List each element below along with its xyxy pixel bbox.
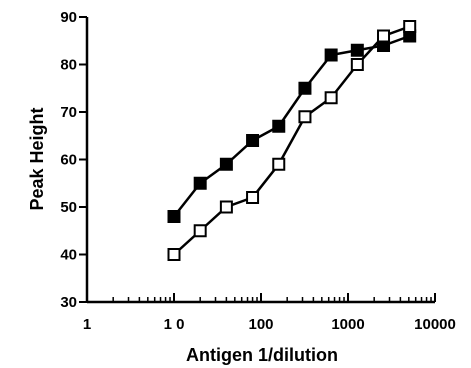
y-tick-label: 40 — [60, 247, 77, 264]
data-point — [272, 157, 286, 171]
x-tick-label: 10000 — [414, 316, 456, 333]
data-point — [350, 43, 364, 57]
data-point — [350, 58, 364, 71]
x-axis-title: Antigen 1/dilution — [186, 345, 338, 365]
data-point — [324, 91, 338, 105]
series-layer — [167, 20, 417, 261]
y-tick-label: 50 — [60, 199, 77, 216]
y-tick-label: 70 — [60, 104, 77, 121]
data-point — [193, 176, 207, 190]
y-axis-title: Peak Height — [27, 107, 47, 210]
data-point — [193, 224, 207, 238]
data-point — [272, 119, 286, 133]
series-line — [173, 25, 411, 256]
x-tick-label: 1000 — [331, 316, 364, 333]
x-ticks: 1 1 0 100 1000 10000 — [83, 293, 456, 333]
data-point — [246, 191, 260, 204]
data-point — [324, 48, 338, 62]
y-ticks: 30 40 50 60 70 80 90 — [60, 9, 87, 311]
y-tick-label: 60 — [60, 152, 77, 169]
data-point — [377, 29, 391, 43]
x-tick-label: 1 — [83, 316, 91, 333]
x-tick-label: 100 — [248, 316, 273, 333]
data-point — [246, 134, 260, 147]
series-line — [173, 34, 411, 218]
data-point — [167, 210, 181, 223]
series-1 — [167, 29, 417, 223]
y-tick-label: 30 — [60, 294, 77, 311]
data-point — [167, 248, 181, 261]
data-point — [219, 157, 233, 171]
series-2 — [167, 20, 417, 261]
x-tick-label: 1 0 — [164, 316, 185, 333]
axes — [85, 17, 435, 304]
data-point — [298, 81, 312, 95]
data-point — [403, 20, 417, 33]
y-tick-label: 90 — [60, 9, 77, 26]
y-tick-label: 80 — [60, 57, 77, 74]
data-point — [219, 200, 233, 214]
data-point — [298, 110, 312, 124]
